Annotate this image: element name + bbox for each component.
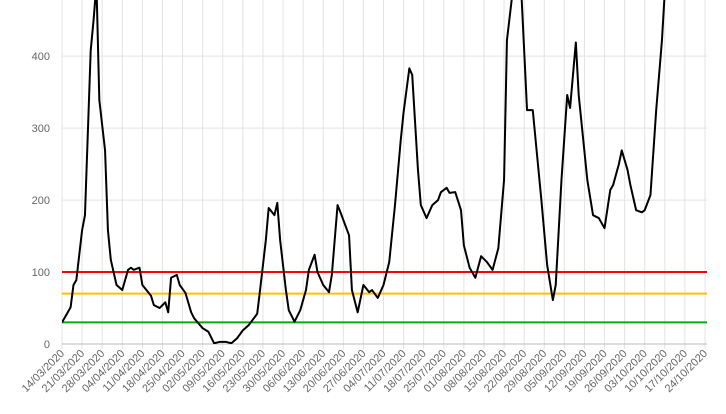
y-tick-label: 300 [32,123,50,135]
y-tick-label: 100 [32,267,50,279]
data-line [62,0,666,344]
series-group [62,0,666,344]
y-tick-label: 200 [32,195,50,207]
y-tick-label: 0 [44,339,50,351]
y-tick-label: 400 [32,51,50,63]
